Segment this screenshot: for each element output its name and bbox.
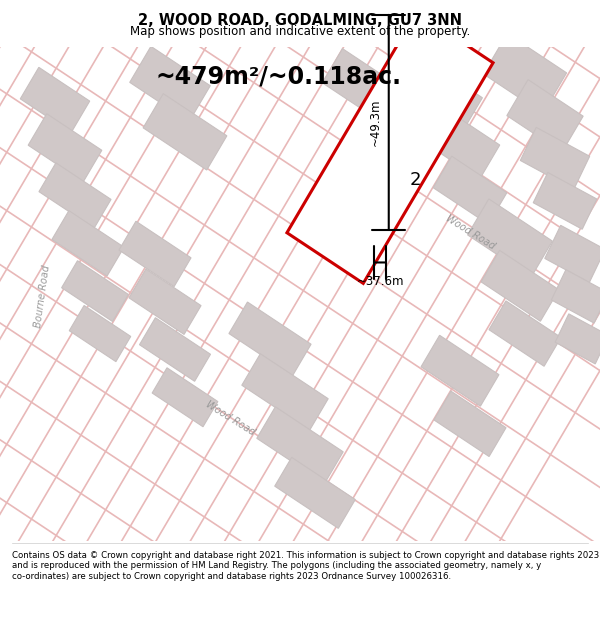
Text: Wood Road: Wood Road: [203, 399, 256, 437]
Polygon shape: [489, 301, 561, 366]
Polygon shape: [119, 221, 191, 287]
Text: ~37.6m: ~37.6m: [356, 275, 404, 288]
Polygon shape: [467, 199, 553, 277]
Polygon shape: [420, 106, 500, 179]
Polygon shape: [533, 173, 597, 229]
Polygon shape: [28, 114, 102, 182]
Polygon shape: [555, 314, 600, 364]
Text: 2: 2: [409, 171, 421, 189]
Text: Map shows position and indicative extent of the property.: Map shows position and indicative extent…: [130, 26, 470, 39]
Polygon shape: [257, 407, 343, 483]
Text: Contains OS data © Crown copyright and database right 2021. This information is : Contains OS data © Crown copyright and d…: [12, 551, 599, 581]
Polygon shape: [229, 302, 311, 376]
Polygon shape: [39, 163, 111, 228]
Text: ~479m²/~0.118ac.: ~479m²/~0.118ac.: [155, 65, 401, 89]
Polygon shape: [433, 156, 507, 224]
Polygon shape: [287, 12, 493, 283]
Polygon shape: [152, 368, 218, 427]
Polygon shape: [421, 335, 499, 406]
Polygon shape: [52, 211, 124, 276]
Polygon shape: [507, 79, 583, 152]
Polygon shape: [242, 354, 328, 430]
Polygon shape: [130, 46, 210, 122]
Polygon shape: [551, 270, 600, 323]
Polygon shape: [69, 306, 131, 362]
Polygon shape: [20, 68, 90, 132]
Polygon shape: [275, 458, 355, 528]
Polygon shape: [481, 251, 559, 321]
Polygon shape: [143, 94, 227, 170]
Text: Bourne Road: Bourne Road: [32, 264, 52, 328]
Polygon shape: [520, 127, 590, 189]
Polygon shape: [434, 391, 506, 456]
Text: 2, WOOD ROAD, GODALMING, GU7 3NN: 2, WOOD ROAD, GODALMING, GU7 3NN: [138, 13, 462, 28]
Polygon shape: [398, 56, 482, 134]
Polygon shape: [139, 318, 211, 381]
Polygon shape: [545, 226, 600, 282]
Polygon shape: [322, 49, 398, 119]
Polygon shape: [129, 269, 201, 334]
Polygon shape: [484, 34, 566, 113]
Polygon shape: [62, 261, 128, 321]
Text: ~49.3m: ~49.3m: [368, 99, 381, 146]
Text: Wood Road: Wood Road: [443, 214, 496, 252]
